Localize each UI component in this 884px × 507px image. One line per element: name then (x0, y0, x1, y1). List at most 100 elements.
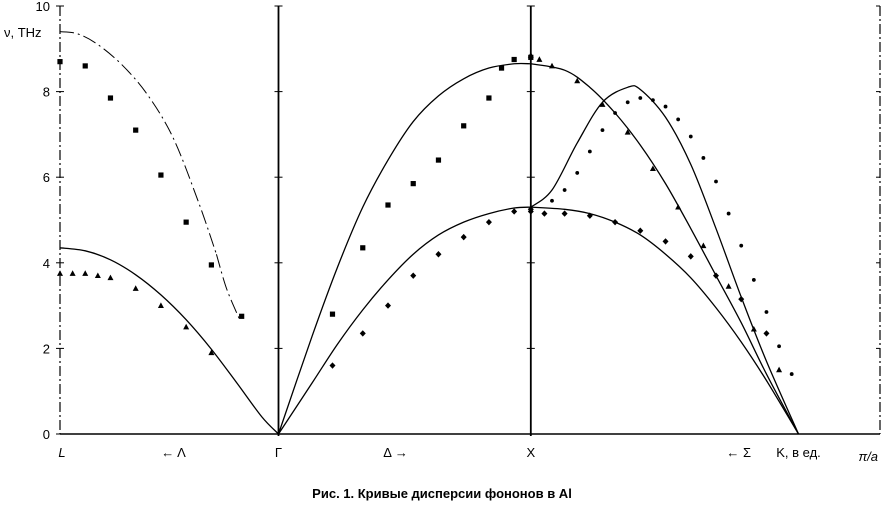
series-8-marker-2 (107, 95, 114, 101)
series-11-marker-3 (410, 272, 417, 279)
series-layer (59, 31, 800, 435)
series-10-marker-7 (498, 65, 505, 71)
x-point-label-3: K, в ед. (776, 445, 821, 460)
series-12-marker-11 (776, 366, 783, 373)
series-14-marker-2 (575, 171, 580, 175)
series-9-marker-3 (94, 272, 101, 279)
series-12-marker-1 (536, 56, 543, 62)
series-14-marker-12 (701, 156, 706, 160)
series-0-line (59, 247, 279, 435)
label-layer: 0 2 4 6 8 10 ν, THz L Γ X K, в ед. ← Λ Δ → ← Σ π/a (4, 0, 878, 464)
series-10-marker-6 (486, 95, 492, 101)
series-7-line (530, 85, 800, 435)
y-tick-label-3: 6 (43, 170, 50, 185)
series-14-marker-8 (651, 98, 655, 103)
series-10-marker-8 (511, 56, 517, 63)
y-tick-label-2: 4 (43, 256, 50, 271)
series-9-marker-6 (157, 302, 164, 308)
series-8-marker-6 (208, 262, 214, 268)
series-10-marker-3 (410, 181, 416, 187)
phonon-dispersion-chart: 0 2 4 6 8 10 ν, THz L Γ X K, в ед. ← Λ Δ → ← Σ π/a (4, 0, 881, 464)
series-10-marker-2 (385, 202, 391, 208)
series-14-marker-11 (688, 134, 693, 139)
series-10-marker-0 (329, 311, 336, 317)
series-13-marker-6 (662, 238, 669, 245)
series-9-marker-0 (57, 270, 63, 276)
series-14-marker-3 (587, 149, 592, 154)
series-14-marker-18 (777, 344, 781, 349)
series-14-marker-15 (739, 243, 744, 248)
series-11-marker-7 (511, 208, 518, 215)
series-13-marker-1 (541, 210, 548, 217)
series-13-marker-2 (561, 210, 568, 217)
series-11-marker-5 (460, 233, 467, 241)
series-13-marker-10 (763, 330, 770, 337)
series-11-marker-2 (385, 302, 391, 309)
series-13-marker-9 (738, 295, 745, 303)
series-11-marker-1 (359, 330, 366, 337)
series-10-marker-4 (435, 157, 442, 163)
series-9-marker-7 (183, 323, 190, 330)
series-8-marker-4 (158, 172, 164, 178)
series-1-line (59, 31, 217, 255)
y-tick-label-0: 0 (43, 427, 50, 442)
series-2-line (215, 254, 240, 319)
series-14-marker-19 (789, 372, 794, 376)
y-axis-title: ν, THz (4, 25, 42, 40)
series-14-marker-16 (751, 278, 756, 282)
figure-caption: Рис. 1. Кривые дисперсии фононов в Al (312, 486, 572, 501)
series-14-marker-10 (676, 117, 681, 122)
series-9-marker-8 (208, 349, 215, 356)
series-13-marker-3 (586, 212, 593, 219)
series-13-marker-7 (687, 253, 694, 260)
series-13-marker-8 (713, 272, 719, 279)
x-axis-unit: π/a (858, 449, 878, 464)
series-13-marker-0 (527, 208, 534, 215)
series-12-marker-7 (675, 203, 682, 210)
series-6-line (530, 63, 800, 435)
series-14-marker-7 (638, 96, 643, 100)
series-10-marker-5 (461, 123, 467, 129)
series-8-marker-5 (183, 219, 189, 225)
direction-label-1: Δ → (383, 445, 408, 460)
series-8-marker-1 (82, 63, 88, 69)
series-5-line (530, 206, 800, 435)
series-4-line (277, 206, 531, 435)
series-14-marker-17 (764, 310, 769, 314)
series-13-marker-4 (612, 218, 619, 226)
x-point-label-1: Γ (275, 445, 282, 460)
series-12-marker-8 (700, 242, 707, 249)
series-12-marker-5 (624, 129, 631, 135)
series-10-marker-1 (360, 245, 366, 251)
series-11-marker-6 (485, 218, 492, 226)
series-8-marker-0 (57, 59, 63, 65)
series-14-marker-5 (613, 111, 617, 115)
series-14-marker-13 (714, 179, 718, 184)
series-14-marker-6 (625, 100, 630, 105)
series-12-marker-6 (649, 165, 656, 172)
series-8-marker-7 (239, 313, 245, 319)
x-point-label-0: L (58, 445, 65, 460)
series-14-marker-14 (726, 211, 731, 216)
series-9-marker-4 (107, 274, 114, 281)
series-14-marker-9 (663, 104, 668, 109)
axes (56, 5, 881, 436)
series-14-marker-1 (562, 188, 567, 192)
series-11-marker-4 (435, 251, 442, 258)
y-tick-label-5: 10 (36, 0, 50, 14)
series-12-marker-9 (725, 283, 732, 289)
marker-layer (57, 52, 794, 376)
series-14-marker-0 (550, 198, 554, 203)
series-14-marker-4 (600, 128, 605, 133)
series-8-marker-3 (133, 127, 139, 133)
series-9-marker-2 (82, 270, 89, 276)
series-3-line (277, 62, 531, 435)
series-12-marker-3 (574, 77, 581, 84)
series-13-marker-5 (637, 227, 644, 234)
series-12-marker-10 (750, 325, 757, 332)
y-tick-label-1: 2 (43, 341, 50, 356)
y-tick-label-4: 8 (43, 85, 50, 100)
series-12-marker-0 (527, 52, 534, 58)
direction-label-0: ← Λ (161, 445, 186, 460)
series-9-marker-1 (69, 270, 76, 276)
